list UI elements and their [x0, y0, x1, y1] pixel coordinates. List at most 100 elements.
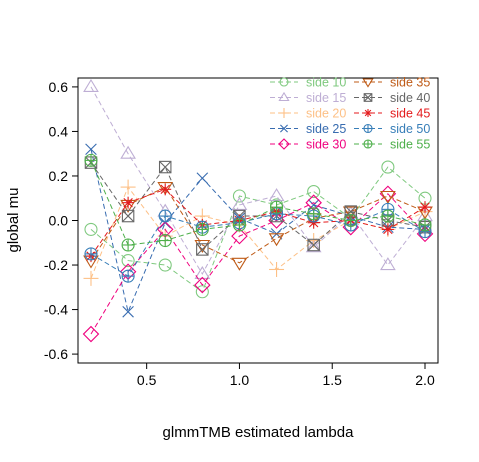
legend-label: side 50 [390, 122, 430, 136]
legend-entry: side 10 [270, 76, 346, 90]
legend-label: side 25 [306, 122, 346, 136]
data-point [231, 257, 248, 271]
data-point [418, 218, 432, 232]
data-point [232, 189, 246, 203]
y-tick-label: 0.0 [49, 213, 69, 229]
data-point [419, 201, 432, 214]
data-point [307, 238, 320, 252]
series-line [90, 186, 426, 264]
data-point [122, 306, 134, 318]
legend-entry: side 25 [270, 122, 346, 136]
data-point [270, 200, 284, 214]
axes: 0.5 1.0 1.5 2.0 -0.6 -0.4 -0.2 0.0 0.2 0.4 0.6 [44, 79, 435, 388]
x-axis-label: glmmTMB estimated lambda [163, 424, 355, 441]
legend-entry: side 45 [354, 107, 430, 121]
data-point [380, 257, 396, 271]
x-tick-label: 0.5 [137, 372, 157, 388]
data-point [158, 160, 172, 174]
series-line [90, 160, 426, 246]
legend-label: side 15 [306, 91, 346, 105]
series-side-15 [83, 78, 433, 279]
legend-entry: side 50 [354, 122, 430, 136]
y-tick-label: 0.6 [49, 79, 69, 95]
data-point [83, 78, 99, 92]
legend-entry: side 35 [354, 76, 430, 90]
data-point [231, 196, 248, 210]
data-point [231, 227, 248, 245]
data-point [157, 182, 174, 196]
y-tick-label: 0.4 [49, 123, 69, 139]
data-point [381, 160, 395, 174]
data-point [268, 188, 285, 202]
legend-label: side 40 [390, 91, 430, 105]
legend-label: side 10 [306, 76, 346, 90]
data-point [85, 143, 97, 156]
data-point [82, 325, 100, 343]
data-point [268, 233, 285, 247]
data-point [232, 218, 246, 232]
data-point [305, 239, 322, 253]
legend-label: side 35 [390, 76, 430, 90]
series-side-50 [84, 202, 432, 283]
data-point [196, 243, 209, 256]
data-point [84, 247, 98, 261]
data-point [381, 209, 395, 223]
legend-entry: side 20 [270, 107, 346, 121]
series-side-10 [84, 160, 432, 299]
data-point [158, 258, 172, 272]
series-side-25 [85, 143, 431, 318]
data-point [159, 183, 172, 196]
data-point [83, 270, 99, 286]
series-line [90, 208, 426, 277]
data-point [84, 222, 98, 236]
data-point [158, 233, 172, 248]
data-point [195, 222, 209, 236]
data-point [194, 265, 211, 279]
data-point [344, 213, 358, 228]
series-line [90, 86, 426, 275]
data-point [159, 216, 172, 229]
data-point [194, 276, 211, 294]
data-point [380, 190, 396, 204]
data-point [307, 185, 321, 199]
data-point [122, 196, 135, 209]
series-line [90, 162, 426, 251]
series-line [90, 193, 426, 335]
data-point [121, 254, 135, 268]
data-point [121, 269, 135, 283]
series-side-55 [84, 153, 432, 252]
data-point [269, 261, 285, 277]
plot-area [82, 78, 434, 343]
series-line [90, 186, 426, 279]
y-tick-label: 0.2 [49, 168, 69, 184]
data-point [158, 209, 172, 223]
data-point [120, 145, 136, 159]
series-line [90, 166, 426, 293]
legend-entry: side 55 [354, 138, 430, 152]
data-point [120, 179, 136, 195]
x-tick-label: 1.0 [230, 372, 250, 388]
series-line [90, 149, 426, 314]
x-tick-label: 2.0 [415, 372, 435, 388]
data-point [121, 209, 135, 223]
x-tick-label: 1.5 [322, 372, 342, 388]
legend-label: side 45 [390, 107, 430, 121]
data-point [84, 153, 98, 167]
legend-label: side 20 [306, 107, 346, 121]
y-tick-label: -0.2 [44, 257, 68, 273]
data-point [307, 207, 321, 221]
y-tick-label: -0.4 [44, 302, 68, 318]
series-line [90, 188, 426, 257]
legend-label: side 30 [306, 138, 346, 152]
data-point [196, 172, 209, 184]
series-side-40 [84, 156, 432, 256]
legend-entry: side 40 [354, 91, 430, 105]
legend-label: side 55 [390, 138, 430, 152]
y-axis-label: global mu [5, 187, 22, 252]
y-tick-label: -0.6 [44, 346, 68, 362]
data-point [381, 223, 394, 236]
data-point [121, 238, 135, 252]
legend-entry: side 15 [270, 91, 346, 105]
